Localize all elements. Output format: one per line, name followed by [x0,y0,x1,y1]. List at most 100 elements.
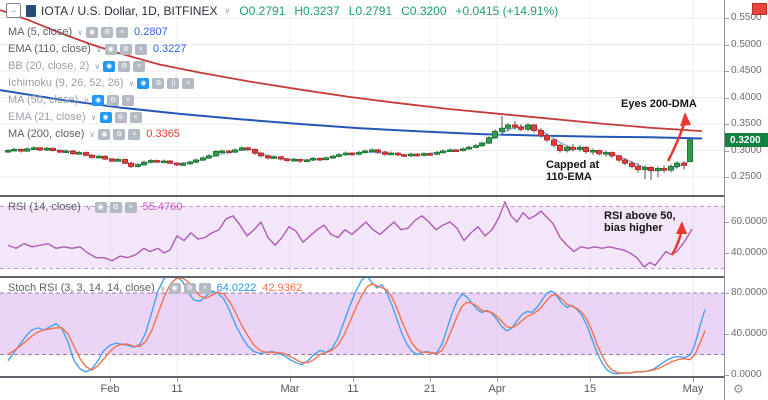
time-label: Mar [280,383,300,395]
close-icon[interactable]: × [198,282,211,294]
time-tick [693,378,694,382]
symbol-title[interactable]: IOTA / U.S. Dollar, 1D, BITFINEX [41,3,218,18]
axis-label: 0.4000 [731,91,762,103]
gear-icon[interactable]: ⚙ [152,77,165,89]
gear-icon[interactable]: ⚙ [113,128,126,140]
gear-icon[interactable]: ⚙ [119,43,132,55]
time-axis[interactable]: Feb 11 Mar 11 21 Apr 15 May [0,378,724,400]
close-icon[interactable]: × [129,111,142,123]
time-label: 21 [423,383,437,395]
axis-tick [725,375,729,376]
close-icon[interactable]: × [134,43,147,55]
indicator-row-bb[interactable]: BB (20, close, 2) ∨ ◉ ⚙ × [8,59,146,73]
annotation-rsi-line1: RSI above 50, [604,210,676,222]
eye-icon[interactable]: ◉ [86,26,99,38]
axis-tick [725,177,729,178]
price-pane-canvas[interactable] [0,0,724,196]
axis-label: 0.2500 [731,171,762,182]
eye-icon[interactable]: ◉ [92,94,105,106]
gear-icon[interactable]: ⚙ [101,26,114,38]
eye-icon[interactable]: ◉ [104,43,117,55]
indicator-value: 55.4760 [142,201,183,213]
gear-icon[interactable]: ⚙ [107,94,120,106]
close-icon[interactable]: × [124,201,137,213]
axis-tick [725,150,729,152]
braces-icon[interactable]: {} [167,77,180,89]
collapse-icon[interactable]: − [6,3,21,18]
axis-tick [725,124,729,125]
axis-settings-gear-icon[interactable]: ⚙ [733,382,744,396]
eye-icon[interactable]: ◉ [168,282,181,294]
indicator-label: BB (20, close, 2) [8,60,90,72]
gear-icon[interactable]: ⚙ [109,201,122,213]
ohlc-low: L0.2791 [348,3,393,18]
indicator-row-ichimoku[interactable]: Ichimoku (9, 26, 52, 26) ∨ ◉ ⚙{} × [8,76,195,90]
time-tick [177,378,178,382]
chevron-down-icon[interactable]: ∨ [85,202,92,212]
last-price-badge: 0.3200 [725,133,768,147]
time-tick [590,378,591,382]
gear-icon[interactable]: ⚙ [118,60,131,72]
time-tick [430,378,431,382]
exchange-logo-icon [26,4,36,17]
ohlc-high: H0.3237 [294,3,340,18]
eye-icon[interactable]: ◉ [99,111,112,123]
gear-icon[interactable]: ⚙ [183,282,196,294]
symbol-header: − IOTA / U.S. Dollar, 1D, BITFINEX ∨ O0.… [6,3,558,18]
close-icon[interactable]: × [182,77,195,89]
time-label: 15 [583,383,597,395]
indicator-row-ma5[interactable]: MA (5, close) ∨ ◉ ⚙ × 0.2807 [8,25,168,39]
chevron-down-icon[interactable]: ∨ [89,129,96,139]
eye-icon[interactable]: ◉ [94,201,107,213]
chevron-down-icon[interactable]: ∨ [94,61,101,71]
indicator-label: RSI (14, close) [8,201,81,213]
axis-label: 60.0000 [731,216,768,227]
stoch-pane-canvas[interactable] [0,277,724,376]
chevron-down-icon[interactable]: ∨ [83,95,90,105]
eye-icon[interactable]: ◉ [98,128,111,140]
time-label: 11 [347,383,359,395]
time-tick [290,378,291,382]
indicator-value: 0.3365 [146,128,180,140]
chevron-down-icon[interactable]: ∨ [159,283,166,293]
indicator-label: Stoch RSI (3, 3, 14, 14, close) [8,282,155,294]
indicator-row-rsi[interactable]: RSI (14, close) ∨ ◉ ⚙ × 55.4760 [8,200,182,214]
axis-tick [725,71,729,72]
close-icon[interactable]: × [128,128,141,140]
chevron-down-icon[interactable]: ∨ [90,112,97,122]
annotation-capped-line2: 110-EMA [546,171,592,183]
gear-icon[interactable]: ⚙ [114,111,127,123]
indicator-value: 0.3227 [152,43,187,55]
ohlc-open: O0.2791 [239,3,286,18]
price-axis[interactable]: 0.3200 0.5500 0.5000 0.4500 0.4000 0.3500 0.3… [724,0,768,400]
eye-icon[interactable]: ◉ [103,60,116,72]
close-icon[interactable]: × [122,94,135,106]
indicator-row-stoch-rsi[interactable]: Stoch RSI (3, 3, 14, 14, close) ∨ ◉ ⚙ × 64.… [8,281,302,295]
indicator-row-ma50[interactable]: MA (50, close) ∨ ◉ ⚙ × [8,93,135,107]
axis-label: 80.0000 [731,287,768,298]
pane-divider[interactable] [0,276,768,278]
chevron-down-icon[interactable]: ∨ [128,78,135,88]
chevron-down-icon[interactable]: ∨ [95,44,102,54]
stoch-k-value: 64.0222 [216,282,257,294]
time-tick [497,378,498,382]
axis-label: 0.0000 [731,369,762,380]
axis-label: 0.5000 [731,38,762,50]
indicator-row-ma200[interactable]: MA (200, close) ∨ ◉ ⚙ × 0.3365 [8,127,180,141]
axis-tick [725,253,729,254]
indicator-label: Ichimoku (9, 26, 52, 26) [8,77,124,89]
annotation-capped-line1: Capped at [546,159,600,171]
chevron-down-icon[interactable]: ∨ [224,6,231,15]
chevron-down-icon[interactable]: ∨ [77,27,84,37]
close-icon[interactable]: × [133,60,146,72]
eye-icon[interactable]: ◉ [137,77,150,89]
close-icon[interactable]: × [116,26,129,38]
time-label: May [682,383,704,395]
pane-divider[interactable] [0,195,768,197]
indicator-row-ema21[interactable]: EMA (21, close) ∨ ◉ ⚙ × [8,110,142,124]
rsi-pane-canvas[interactable] [0,196,724,277]
axis-label: 40.0000 [731,328,768,339]
axis-label: 0.3000 [731,144,762,156]
axis-tick [725,18,729,19]
indicator-row-ema110[interactable]: EMA (110, close) ∨ ◉ ⚙ × 0.3227 [8,42,186,56]
